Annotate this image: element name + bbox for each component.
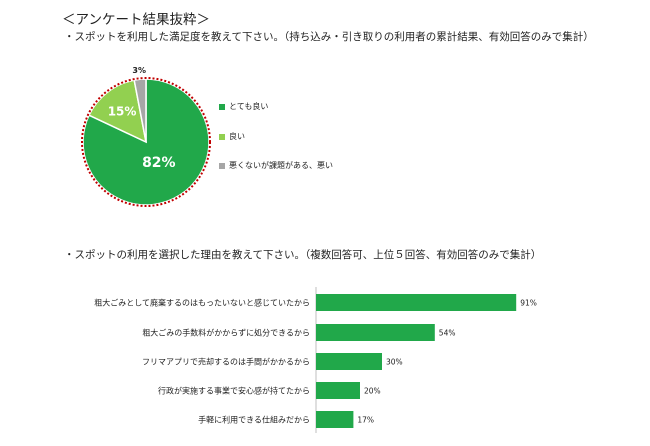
legend-item-very-good: とても良い	[219, 101, 268, 112]
legend-swatch	[219, 162, 225, 169]
pie-slice-label: 82%	[142, 155, 176, 171]
bar	[316, 353, 382, 370]
bar-category-label: 手軽に利用できる仕組みだから	[198, 415, 310, 425]
legend-item-good: 良い	[219, 131, 245, 142]
bar-value-label: 17%	[357, 416, 374, 425]
bar	[316, 324, 435, 341]
pie-slice-label: 15%	[108, 104, 137, 118]
pie-slice	[87, 79, 148, 144]
bar-value-label: 91%	[520, 299, 537, 308]
section-title: ＜アンケート結果抜粋＞	[62, 12, 210, 28]
legend-swatch	[219, 133, 225, 140]
bar-value-label: 20%	[364, 387, 381, 396]
pie-slice-label: 3%	[132, 66, 146, 75]
legend-label: とても良い	[229, 102, 269, 111]
bar-value-label: 54%	[439, 329, 456, 338]
bar-category-label: 粗大ごみとして廃棄するのはもったいないと感じていたから	[94, 298, 310, 308]
legend-label: 良い	[229, 132, 245, 141]
legend-swatch	[219, 103, 225, 110]
bar-value-label: 30%	[386, 358, 403, 367]
bar-category-label: フリマアプリで売却するのは手間がかかるから	[142, 357, 310, 367]
legend-label: 悪くないが課題がある、悪い	[229, 161, 333, 170]
bar	[316, 382, 360, 399]
bar-category-label: 行政が実施する事業で安心感が持てたから	[158, 386, 310, 396]
question-reasons: ・スポットの利用を選択した理由を教えて下さい。（複数回答可、上位５回答、有効回答…	[64, 249, 542, 261]
pie-dotted-border	[81, 77, 211, 207]
bar	[316, 294, 517, 311]
bar	[316, 411, 354, 428]
question-satisfaction: ・スポットを利用した満足度を教えて下さい。（持ち込み・引き取りの利用者の累計結果…	[64, 31, 594, 43]
bar-category-label: 粗大ごみの手数料がかからずに処分できるから	[142, 328, 310, 338]
legend-item-bad: 悪くないが課題がある、悪い	[219, 160, 333, 171]
